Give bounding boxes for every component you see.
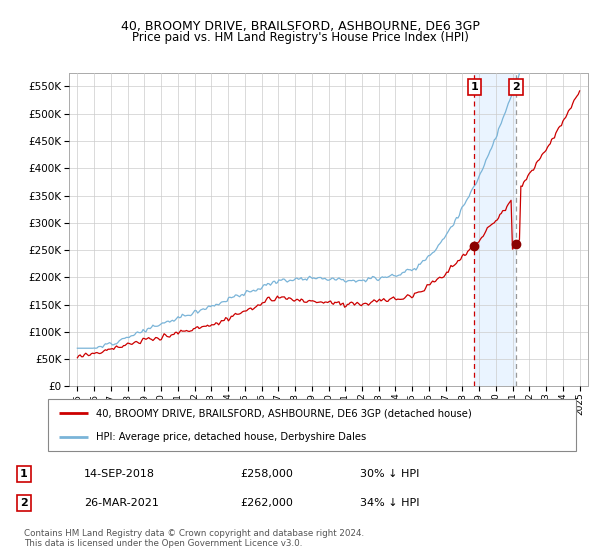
Text: 1: 1: [20, 469, 28, 479]
Text: Contains HM Land Registry data © Crown copyright and database right 2024.
This d: Contains HM Land Registry data © Crown c…: [24, 529, 364, 548]
Text: 26-MAR-2021: 26-MAR-2021: [84, 498, 159, 508]
Text: 1: 1: [470, 82, 478, 92]
Text: 40, BROOMY DRIVE, BRAILSFORD, ASHBOURNE, DE6 3GP (detached house): 40, BROOMY DRIVE, BRAILSFORD, ASHBOURNE,…: [95, 408, 471, 418]
Text: HPI: Average price, detached house, Derbyshire Dales: HPI: Average price, detached house, Derb…: [95, 432, 366, 442]
Text: 2: 2: [512, 82, 520, 92]
FancyBboxPatch shape: [48, 399, 576, 451]
Text: £258,000: £258,000: [240, 469, 293, 479]
Text: 30% ↓ HPI: 30% ↓ HPI: [360, 469, 419, 479]
Text: Price paid vs. HM Land Registry's House Price Index (HPI): Price paid vs. HM Land Registry's House …: [131, 31, 469, 44]
Text: 14-SEP-2018: 14-SEP-2018: [84, 469, 155, 479]
Text: 2: 2: [20, 498, 28, 508]
Text: £262,000: £262,000: [240, 498, 293, 508]
Text: 40, BROOMY DRIVE, BRAILSFORD, ASHBOURNE, DE6 3GP: 40, BROOMY DRIVE, BRAILSFORD, ASHBOURNE,…: [121, 20, 479, 32]
Bar: [474, 73, 516, 386]
Text: 34% ↓ HPI: 34% ↓ HPI: [360, 498, 419, 508]
